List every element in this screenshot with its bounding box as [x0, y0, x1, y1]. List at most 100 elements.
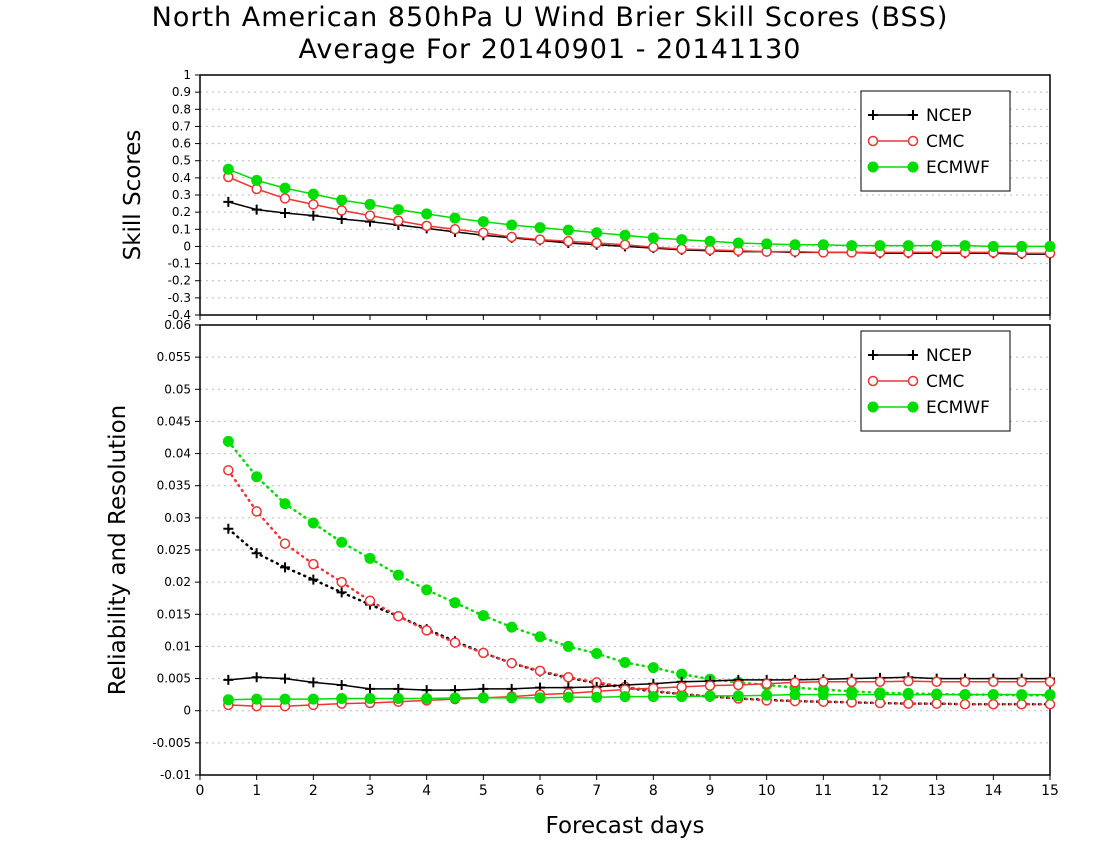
- data-point-open-circle: [903, 698, 914, 709]
- data-point-filled-circle: [251, 693, 263, 705]
- data-point-open-circle: [506, 657, 517, 669]
- y-tick-label: -0.2: [168, 274, 191, 288]
- plot-frame: [199, 324, 1051, 776]
- y-tick-label: 0.9: [172, 85, 191, 99]
- x-tick-label: 0: [196, 783, 205, 799]
- data-point-filled-circle: [704, 235, 716, 247]
- y-tick-label: 0.4: [172, 171, 191, 185]
- data-point-open-circle: [676, 243, 687, 255]
- y-tick-label: 0.3: [172, 188, 191, 202]
- data-point-filled-circle: [477, 610, 489, 622]
- data-point-filled-circle: [591, 227, 603, 239]
- y-axis-title: Skill Scores: [120, 130, 146, 261]
- data-point-open-circle: [761, 678, 772, 689]
- data-point-filled-circle: [392, 693, 404, 704]
- data-point-open-circle: [308, 558, 319, 570]
- data-point-filled-circle: [789, 239, 801, 251]
- data-point-open-circle: [308, 199, 319, 210]
- data-point-open-circle: [959, 676, 971, 688]
- data-point-filled-circle: [959, 240, 971, 252]
- data-point-plus: [908, 110, 918, 120]
- data-point-filled-circle: [1016, 240, 1028, 252]
- data-point-open-circle: [733, 679, 744, 691]
- data-point-open-circle: [279, 193, 291, 204]
- data-point-open-circle: [534, 665, 546, 677]
- data-point-filled-circle: [336, 194, 348, 206]
- x-tick-label: 10: [758, 783, 776, 799]
- y-tick-label: 0.02: [164, 575, 191, 589]
- data-point-open-circle: [867, 375, 879, 387]
- y-tick-label: 0.06: [164, 318, 191, 332]
- data-point-filled-circle: [987, 689, 999, 701]
- data-point-open-circle: [364, 210, 376, 221]
- y-tick-label: -0.3: [168, 291, 191, 305]
- data-point-filled-circle: [902, 689, 914, 701]
- x-tick-label: 15: [1041, 783, 1059, 799]
- legend-label: NCEP: [926, 346, 972, 366]
- data-point-filled-circle: [817, 239, 829, 251]
- data-point-filled-circle: [846, 689, 858, 701]
- y-tick-label: 0.045: [157, 414, 191, 428]
- data-point-open-circle: [648, 242, 659, 253]
- legend-label: CMC: [926, 372, 964, 392]
- data-point-open-circle: [959, 699, 971, 710]
- data-point-filled-circle: [336, 536, 348, 548]
- top-panel-skill-scores: -0.4 -0.3 -0.2 -0.1 0 0.1 0.2 0.3 0.4 0.5 0.6 0.7 0.…: [120, 68, 1056, 322]
- data-point-filled-circle: [907, 161, 919, 173]
- data-point-open-circle: [988, 676, 999, 688]
- data-point-filled-circle: [477, 216, 489, 228]
- data-point-open-circle: [1016, 676, 1027, 688]
- data-point-filled-circle: [676, 691, 688, 703]
- data-point-filled-circle: [907, 401, 919, 413]
- data-point-plus: [223, 674, 234, 685]
- x-tick-label: 2: [309, 783, 318, 799]
- data-point-open-circle: [867, 135, 879, 147]
- data-point-plus: [868, 110, 878, 120]
- data-point-open-circle: [563, 672, 574, 683]
- x-tick-label: 9: [706, 783, 715, 799]
- data-point-filled-circle: [761, 689, 773, 701]
- y-tick-label: 0.025: [157, 543, 191, 557]
- series-ecmwf-reliability: [222, 689, 1056, 706]
- data-point-open-circle: [704, 680, 716, 691]
- y-tick-label: 0.035: [157, 479, 191, 493]
- data-point-open-circle: [364, 595, 376, 607]
- data-point-filled-circle: [676, 234, 688, 246]
- data-point-open-circle: [449, 224, 461, 235]
- data-point-plus: [223, 523, 234, 534]
- data-point-open-circle: [907, 135, 919, 147]
- data-point-filled-circle: [874, 689, 886, 701]
- data-point-plus: [280, 673, 290, 684]
- y-tick-label: -0.1: [168, 257, 191, 271]
- x-tick-label: 12: [871, 783, 889, 799]
- y-tick-label: 1: [183, 68, 191, 82]
- data-point-filled-circle: [931, 240, 943, 252]
- data-point-plus: [336, 587, 347, 598]
- y-tick-label: 0.6: [172, 137, 191, 151]
- data-point-filled-circle: [1044, 689, 1056, 701]
- y-tick-label: 0: [183, 239, 191, 253]
- data-point-plus: [280, 562, 290, 573]
- data-point-plus: [336, 680, 347, 690]
- y-tick-label: 0.05: [164, 382, 191, 396]
- data-point-filled-circle: [307, 188, 319, 200]
- data-point-open-circle: [478, 647, 489, 659]
- data-point-open-circle: [421, 625, 432, 636]
- data-point-filled-circle: [364, 198, 376, 210]
- x-tick-label: 5: [479, 783, 488, 799]
- data-point-filled-circle: [421, 584, 433, 596]
- data-point-filled-circle: [534, 222, 546, 234]
- data-point-filled-circle: [279, 182, 291, 194]
- data-point-filled-circle: [931, 689, 943, 701]
- data-point-open-circle: [1044, 699, 1056, 710]
- legend-label: CMC: [926, 132, 964, 152]
- y-tick-label: 0.01: [164, 639, 191, 653]
- data-point-filled-circle: [392, 569, 404, 581]
- legend-label: ECMWF: [926, 158, 990, 178]
- data-point-plus: [308, 210, 319, 221]
- data-point-filled-circle: [364, 693, 376, 704]
- series-line: [227, 440, 1052, 697]
- data-point-filled-circle: [732, 690, 744, 702]
- x-tick-label: 1: [252, 783, 261, 799]
- data-point-filled-circle: [619, 229, 631, 241]
